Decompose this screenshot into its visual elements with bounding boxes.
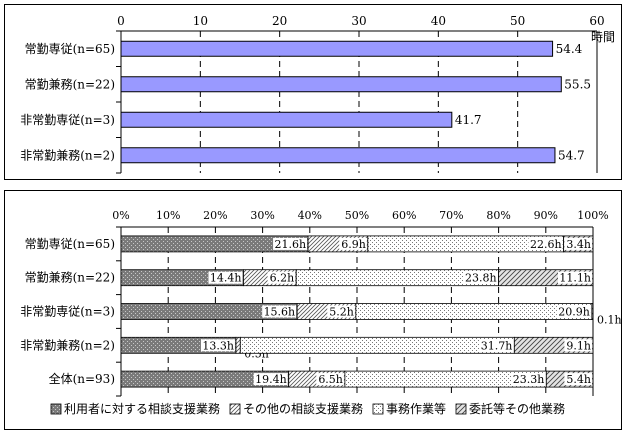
data-label-bg — [556, 305, 591, 318]
legend-label: 利用者に対する相談支援業務 — [64, 401, 220, 416]
data-label: 15.6h — [264, 306, 296, 319]
x-tick-label: 10% — [156, 209, 180, 222]
data-label-bg — [553, 41, 582, 56]
category-label: 非常勤兼務(n=2) — [20, 148, 115, 162]
data-label: 55.5 — [564, 77, 591, 91]
data-label-bg — [262, 305, 297, 318]
x-tick-label: 70% — [439, 209, 463, 222]
data-label-bg — [555, 148, 584, 163]
legend-swatch — [229, 403, 241, 415]
data-label: 5.4h — [566, 373, 591, 386]
data-label: 19.4h — [255, 373, 287, 386]
bar-segment — [591, 303, 594, 320]
task-stacked-bar-chart: 0% 10% 20% 30% 40% 50% 60% 70% 80% 90% 100% 常勤専従(n=… — [20, 209, 621, 416]
data-label-bg — [564, 237, 592, 250]
x-tick-label: 20 — [272, 14, 287, 28]
legend-swatch — [372, 403, 384, 415]
legend-label: その他の相談支援業務 — [243, 401, 363, 416]
x-tick-label: 30% — [250, 209, 274, 222]
data-label-bg — [452, 112, 481, 127]
data-label: 31.7h — [481, 339, 513, 352]
bar-segment — [355, 303, 593, 320]
category-label: 常勤専従(n=65) — [25, 42, 115, 56]
x-tick-label: 100% — [577, 209, 608, 222]
x-tick-label: 50 — [510, 14, 525, 28]
data-label-bg — [273, 237, 308, 250]
data-label-bg — [200, 339, 235, 352]
category-label: 非常勤兼務(n=2) — [20, 338, 115, 352]
x-tick-label: 40% — [298, 209, 322, 222]
x-tick-label: 20% — [203, 209, 227, 222]
data-label-bg — [463, 271, 498, 284]
category-label: 非常勤専従(n=3) — [20, 305, 115, 319]
data-label: 21.6h — [274, 238, 306, 251]
bar-segment — [239, 336, 515, 354]
data-label: 23.8h — [465, 272, 497, 285]
x-axis-label: 時間 — [591, 30, 615, 44]
data-label: 13.3h — [202, 339, 234, 352]
data-label-bg — [267, 271, 296, 284]
data-label: 54.7 — [558, 148, 585, 162]
data-label-bg — [511, 373, 546, 386]
data-label: 54.4 — [556, 42, 583, 56]
x-tick-label: 30 — [351, 14, 366, 28]
data-label: 3.4h — [566, 238, 591, 251]
data-label: 9.1h — [566, 339, 591, 352]
bar — [120, 111, 453, 128]
legend-label: 事務作業等 — [386, 402, 446, 416]
data-label: 6.5h — [318, 373, 343, 386]
data-label-bg — [564, 373, 592, 386]
data-label-bg — [339, 237, 367, 250]
data-label-bg — [596, 313, 621, 326]
data-label: 23.3h — [513, 373, 545, 386]
category-label: 常勤兼務(n=22) — [25, 271, 115, 285]
data-label: 22.6h — [530, 238, 562, 251]
x-tick-label: 0% — [112, 209, 129, 222]
category-label: 全体(n=93) — [49, 371, 115, 386]
x-tick-label: 50% — [345, 209, 369, 222]
data-label: 6.2h — [270, 272, 295, 285]
data-label: 20.9h — [558, 306, 590, 319]
data-label: 0.1h — [597, 314, 621, 327]
x-tick-label: 80% — [486, 209, 510, 222]
legend-swatch — [50, 403, 62, 415]
bar — [120, 147, 556, 164]
data-label-bg — [564, 339, 592, 352]
data-label: 6.9h — [341, 238, 366, 251]
data-label-bg — [253, 373, 288, 386]
data-label-bg — [479, 339, 514, 352]
data-label-bg — [528, 237, 563, 250]
x-tick-label: 90% — [534, 209, 558, 222]
chart-task-breakdown: 0% 10% 20% 30% 40% 50% 60% 70% 80% 90% 100% 常勤専従(n=… — [4, 190, 622, 430]
data-label-bg — [316, 373, 344, 386]
bar-segment — [235, 336, 241, 354]
legend-label: 委託等その他業務 — [469, 401, 565, 416]
x-tick-label: 10 — [193, 14, 208, 28]
bar — [120, 76, 562, 93]
data-label-bg — [558, 271, 592, 284]
category-label: 常勤専従(n=65) — [25, 237, 115, 251]
category-label: 非常勤専従(n=3) — [20, 113, 115, 127]
data-label: 14.4h — [210, 272, 242, 285]
data-label: 11.1h — [559, 272, 591, 285]
bar — [120, 40, 554, 57]
x-tick-label: 60% — [392, 209, 416, 222]
data-label: 5.2h — [329, 306, 354, 319]
chart-weekly-hours: 0 10 20 30 40 50 60 時間常勤専従(n=65) 54.4 常勤兼務(n=22) 5… — [4, 4, 622, 180]
category-label: 常勤兼務(n=22) — [25, 77, 115, 91]
x-tick-label: 60 — [589, 14, 604, 28]
x-tick-label: 40 — [431, 14, 446, 28]
x-tick-label: 0 — [117, 14, 125, 28]
data-label-bg — [208, 271, 243, 284]
data-label-bg — [562, 77, 591, 92]
data-label: 41.7 — [455, 113, 482, 127]
data-label-bg — [327, 305, 355, 318]
legend-swatch — [455, 403, 467, 415]
